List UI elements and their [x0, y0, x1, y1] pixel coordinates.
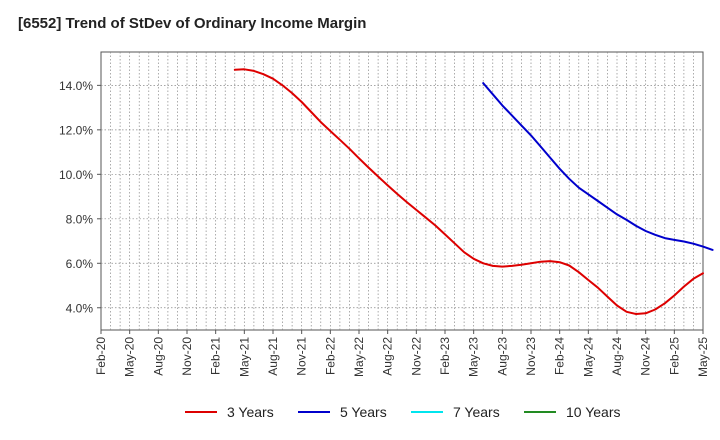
- y-tick-label: 12.0%: [59, 123, 93, 137]
- grid-layer: [100, 51, 704, 331]
- x-tick-label: May-21: [237, 337, 251, 377]
- plot-frame: [100, 51, 704, 331]
- legend-item-7-years: 7 Years: [411, 404, 500, 420]
- series-line-3-years: [233, 68, 704, 315]
- x-tick-label: Feb-21: [209, 337, 223, 375]
- x-tick-label: Aug-20: [151, 337, 165, 376]
- legend-label-5-years: 5 Years: [340, 404, 387, 420]
- legend: 3 Years 5 Years 7 Years 10 Years: [0, 404, 720, 426]
- x-tick-label: Nov-22: [409, 337, 423, 376]
- x-tick-label: Aug-24: [610, 337, 624, 376]
- legend-swatch-10-years: [524, 411, 556, 413]
- chart-title: [6552] Trend of StDev of Ordinary Income…: [18, 15, 367, 32]
- x-tick-label: Aug-23: [495, 337, 509, 376]
- legend-item-5-years: 5 Years: [298, 404, 387, 420]
- x-tick-label: Nov-23: [524, 337, 538, 376]
- x-tick-label: May-23: [467, 337, 481, 377]
- x-tick-label: Aug-22: [381, 337, 395, 376]
- x-tick-label: Feb-23: [438, 337, 452, 375]
- y-tick-label: 10.0%: [59, 168, 93, 182]
- x-tick-label: Nov-20: [180, 337, 194, 376]
- y-tick-label: 4.0%: [66, 301, 94, 315]
- legend-item-10-years: 10 Years: [524, 404, 621, 420]
- legend-swatch-7-years: [411, 411, 443, 413]
- legend-item-3-years: 3 Years: [185, 404, 274, 420]
- x-tick-label: May-20: [123, 337, 137, 377]
- x-tick-label: May-25: [696, 337, 710, 377]
- x-tick-label: Nov-24: [639, 337, 653, 376]
- x-tick-label: Feb-20: [94, 337, 108, 375]
- x-tick-label: Feb-22: [323, 337, 337, 375]
- x-tick-label: Feb-25: [667, 337, 681, 375]
- series-layer: [233, 68, 714, 315]
- axis-layer: 4.0% 6.0% 8.0% 10.0% 12.0% 14.0% Feb-20 May-20 A…: [59, 79, 710, 377]
- legend-label-3-years: 3 Years: [227, 404, 274, 420]
- legend-label-7-years: 7 Years: [453, 404, 500, 420]
- y-tick-label: 8.0%: [66, 212, 94, 226]
- x-tick-label: May-24: [581, 337, 595, 377]
- series-line-5-years: [482, 82, 714, 251]
- legend-swatch-5-years: [298, 411, 330, 413]
- x-tick-label: Feb-24: [553, 337, 567, 375]
- y-tick-label: 6.0%: [66, 257, 94, 271]
- x-tick-label: May-22: [352, 337, 366, 377]
- y-tick-label: 14.0%: [59, 79, 93, 93]
- legend-swatch-3-years: [185, 411, 217, 413]
- legend-label-10-years: 10 Years: [566, 404, 621, 420]
- x-tick-label: Nov-21: [295, 337, 309, 376]
- x-tick-label: Aug-21: [266, 337, 280, 376]
